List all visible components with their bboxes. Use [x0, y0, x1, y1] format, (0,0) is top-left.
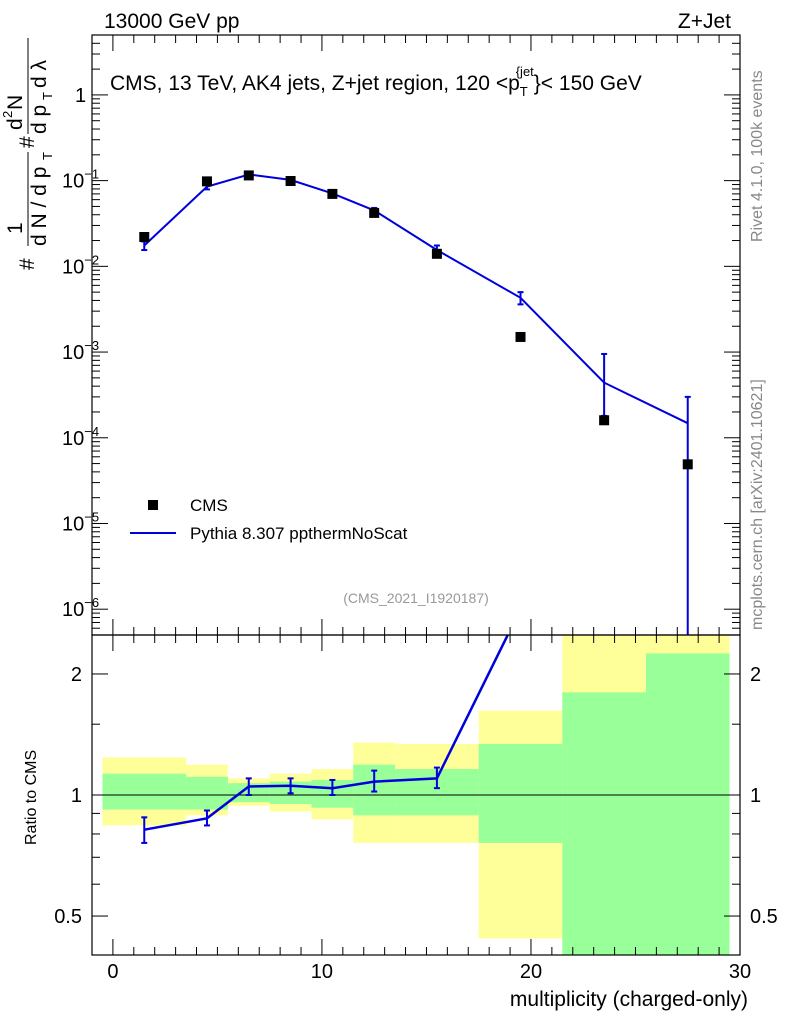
lower-ytick-label-left: 1: [71, 785, 82, 807]
cms-data-point: [431, 248, 442, 259]
cms-data-point: [201, 176, 212, 187]
upper-ytick-label: 1: [75, 85, 86, 107]
analysis-id: (CMS_2021_I1920187): [343, 590, 489, 606]
ratio-band-inner: [562, 692, 646, 955]
upper-ylabel: # 1 d N / d p T # d 2 N d p T d λ: [0, 38, 55, 270]
ratio-band-inner: [102, 773, 187, 810]
pythia-line: [143, 173, 689, 425]
lower-axis-ticks: 0.5 0.51 12 20 10 20 30: [54, 635, 778, 983]
ratio-band-inner: [478, 743, 563, 843]
ylabel-exp-2: 2: [0, 111, 15, 118]
ratio-ylabel: Ratio to CMS: [23, 750, 40, 845]
rivet-version-label: Rivet 4.1.0, 100k events: [749, 70, 766, 242]
ylabel-dndpt: d N / d p: [28, 167, 51, 246]
mcplots-label: mcplots.cern.ch [arXiv:2401.10621]: [749, 379, 766, 630]
chart-title: CMS, 13 TeV, AK4 jets, Z+jet region, 120…: [110, 64, 642, 99]
ratio-series: [141, 635, 510, 844]
ylabel-sub-t1: T: [40, 152, 55, 160]
ylabel-hash-1: #: [16, 258, 39, 270]
xtick-label: 20: [520, 961, 542, 983]
ylabel-d: d: [4, 118, 27, 130]
header-left: 13000 GeV pp: [104, 10, 239, 33]
ylabel-sub-t2: T: [40, 92, 55, 100]
lower-ytick-label-right: 2: [750, 664, 761, 686]
lower-ytick-label-right: 0.5: [750, 906, 778, 928]
header-right: Z+Jet: [678, 10, 731, 33]
lower-panel-frame: [91, 634, 741, 956]
legend-pythia-label: Pythia 8.307 ppthermNoScat: [190, 524, 408, 543]
ylabel-dlambda: d λ: [28, 59, 51, 88]
ratio-band-inner: [645, 653, 730, 955]
legend-cms-marker: [148, 500, 158, 510]
ratio-band-inner: [186, 776, 228, 810]
xtick-label: 30: [729, 961, 751, 983]
ylabel-dpt: d p: [28, 105, 51, 134]
legend: CMS Pythia 8.307 ppthermNoScat: [130, 496, 408, 543]
upper-axis-ticks: 110−110−210−310−410−510−6: [62, 34, 741, 636]
ylabel-n: N: [4, 95, 27, 110]
cms-data-point: [139, 231, 150, 242]
lower-ytick-label-left: 2: [71, 664, 82, 686]
upper-panel-frame: [91, 34, 741, 636]
cms-data-point: [599, 415, 610, 426]
cms-data-point: [285, 176, 296, 187]
ylabel-one: 1: [4, 222, 27, 234]
lower-ytick-label-right: 1: [750, 785, 761, 807]
ylabel-hash-2: #: [16, 136, 39, 148]
upper-series: [139, 170, 693, 635]
legend-cms-label: CMS: [190, 496, 228, 515]
cms-data-point: [515, 331, 526, 342]
xtick-label: 10: [311, 961, 333, 983]
cms-data-point: [243, 170, 254, 181]
xlabel: multiplicity (charged-only): [510, 988, 748, 1011]
xtick-label: 0: [107, 961, 118, 983]
lower-ytick-label-left: 0.5: [54, 906, 82, 928]
cms-data-point: [369, 207, 380, 218]
cms-data-point: [682, 459, 693, 470]
ratio-line: [144, 635, 510, 831]
cms-data-point: [327, 188, 338, 199]
